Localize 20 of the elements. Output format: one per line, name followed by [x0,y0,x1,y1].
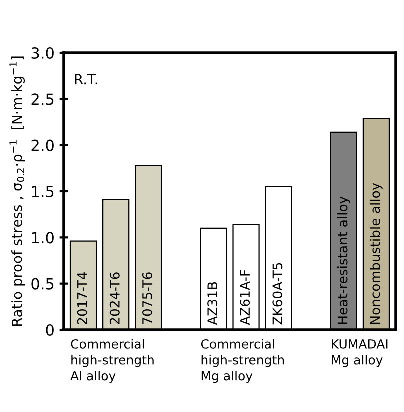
x-tick-label: ZK60A-T5 [272,263,283,325]
y-axis-title: Ratio proof stress , σ$_{0.2}$·ρ$^{−1}$ [N·m·kg$^{−1}$] [10,56,25,326]
y-tick-label: 3.0 [32,47,54,60]
y-tick-label: 0.5 [32,278,54,290]
x-tick-label: 7075-T6 [142,272,152,324]
x-tick-label: Heat-resistant alloy [338,196,350,324]
x-tick-label: Noncombustible alloy [370,183,383,324]
y-tick-label: 2.0 [32,140,54,152]
y-tick-label: 2.5 [32,94,54,106]
x-tick-label: 2024-T6 [110,272,120,324]
text: KUMADAI Mg alloy [332,340,388,368]
y-tick-label: 0 [46,324,54,336]
x-tick-label: 2017-T4 [77,272,88,324]
y-tick-label: 1.0 [32,232,54,244]
text: Commercial high-strength Al alloy [70,339,154,384]
y-tick-label: 1.5 [32,186,54,198]
x-tick-label: AZ31B [208,282,218,326]
text: Commercial high-strength Mg alloy [201,339,284,384]
x-tick-label: AZ61A-F [240,270,250,326]
annotation: R.T. [75,74,98,85]
